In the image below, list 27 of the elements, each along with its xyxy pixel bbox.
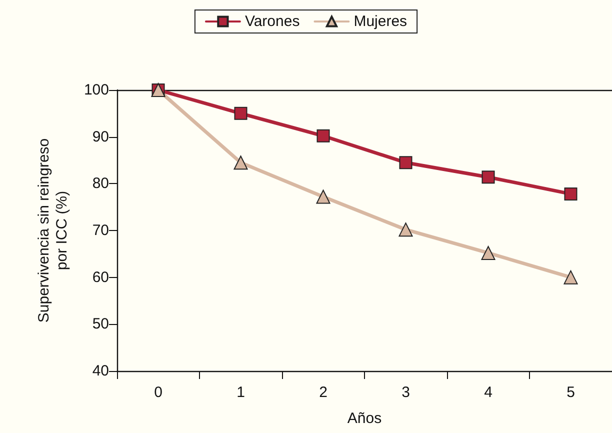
legend-label: Mujeres bbox=[354, 13, 408, 30]
point bbox=[481, 246, 496, 260]
y-tick-label: 40 bbox=[92, 362, 109, 380]
x-tick-label: 0 bbox=[154, 384, 162, 401]
y-tick-label: 60 bbox=[92, 268, 109, 286]
x-tick-label: 4 bbox=[484, 384, 492, 401]
y-tick-label: 80 bbox=[92, 175, 109, 192]
x-tick-label: 3 bbox=[402, 384, 410, 401]
y-axis-title: Supervivencia sin reingreso por ICC (%) bbox=[36, 138, 70, 323]
point bbox=[564, 187, 578, 200]
x-tick-label: 5 bbox=[566, 384, 575, 401]
point bbox=[316, 129, 330, 142]
legend-label: Varones bbox=[244, 13, 300, 30]
x-tick-label: 1 bbox=[236, 384, 245, 401]
y-tick-label: 50 bbox=[92, 316, 109, 333]
point bbox=[482, 170, 495, 184]
point bbox=[399, 156, 412, 170]
y-tick-label: 70 bbox=[92, 222, 109, 239]
point bbox=[398, 222, 413, 237]
point bbox=[564, 270, 578, 284]
y-tick-label: 90 bbox=[92, 128, 109, 146]
point bbox=[316, 190, 330, 204]
y-tick-label: 100 bbox=[84, 82, 109, 98]
x-tick-label: 2 bbox=[319, 384, 328, 401]
point bbox=[234, 156, 248, 170]
point bbox=[234, 106, 248, 120]
x-axis-title: Años bbox=[347, 410, 382, 427]
